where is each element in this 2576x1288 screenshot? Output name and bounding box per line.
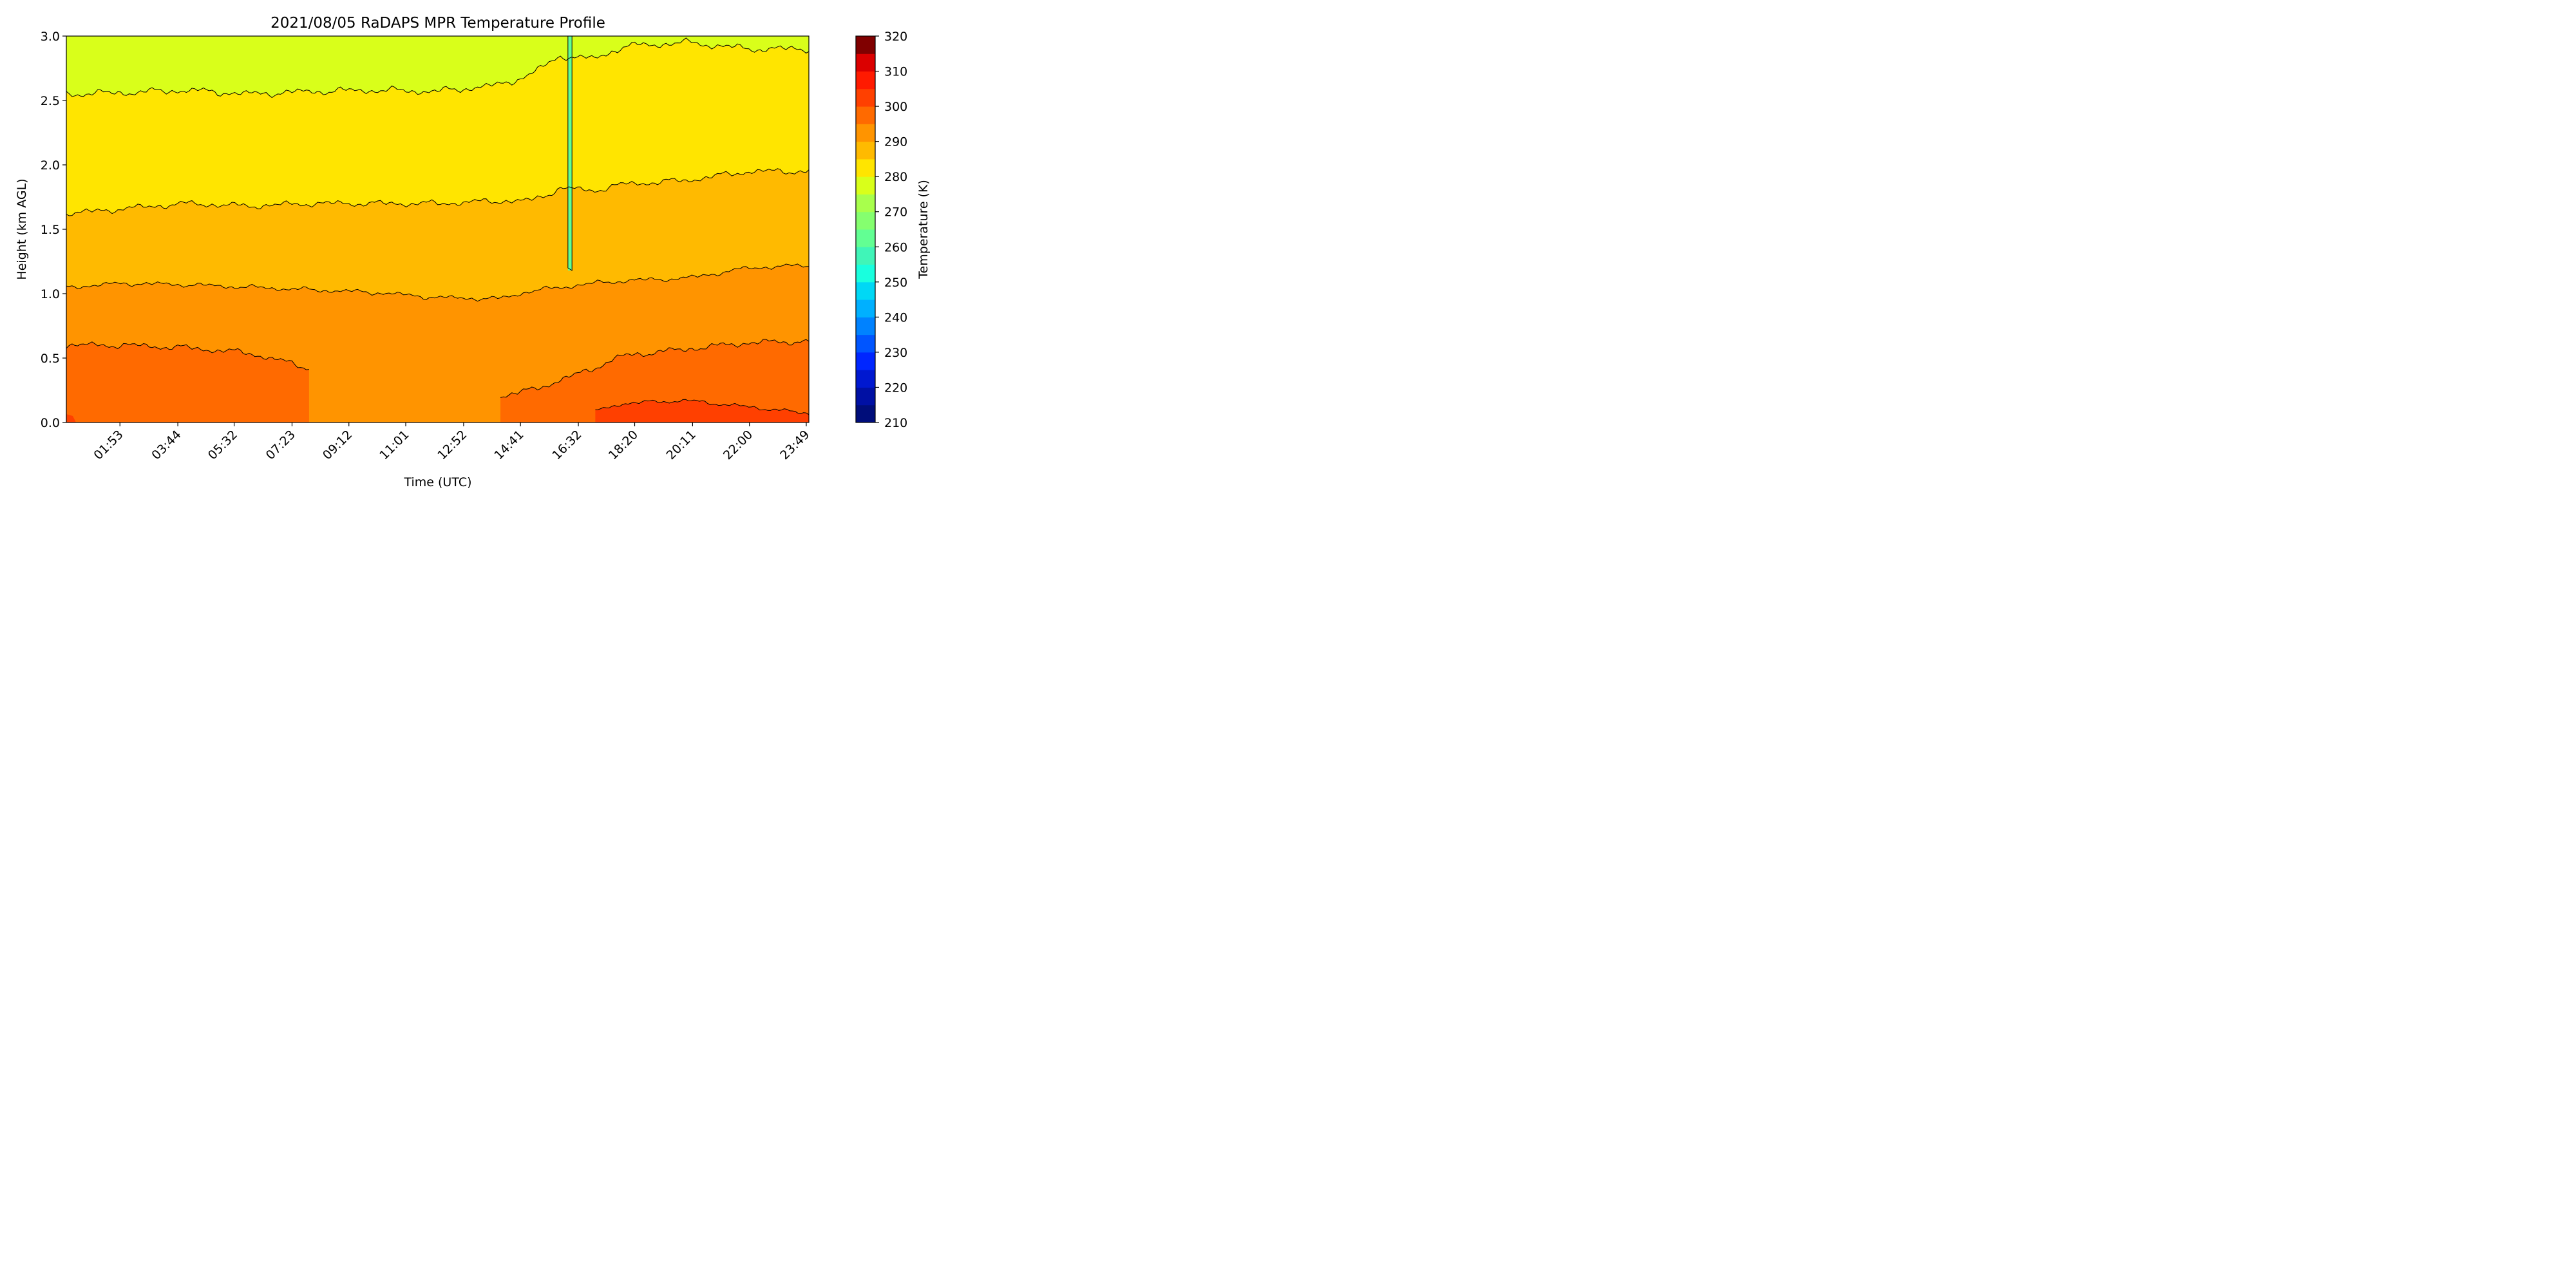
y-tick-label: 2.5 xyxy=(41,94,60,108)
colorbar-tick-label: 230 xyxy=(884,346,907,360)
colorbar-tick-label: 290 xyxy=(884,135,907,149)
colorbar-tick-label: 300 xyxy=(884,100,907,114)
colorbar-segment xyxy=(856,142,875,160)
colorbar-segment xyxy=(856,53,875,71)
chart-title: 2021/08/05 RaDAPS MPR Temperature Profil… xyxy=(270,15,605,32)
colorbar-segment xyxy=(856,387,875,405)
x-tick-label: 12:52 xyxy=(435,428,469,462)
x-tick-label: 01:53 xyxy=(91,428,126,462)
colorbar-segment xyxy=(856,335,875,353)
colorbar-segment xyxy=(856,176,875,194)
x-tick-label: 05:32 xyxy=(205,428,240,462)
colorbar-segment xyxy=(856,212,875,230)
colorbar-segment xyxy=(856,159,875,177)
cold-anomaly-column xyxy=(568,36,572,270)
colorbar-segment xyxy=(856,247,875,265)
colorbar-segment xyxy=(856,124,875,142)
x-tick-label: 03:44 xyxy=(149,428,184,462)
y-tick-label: 0.0 xyxy=(41,416,60,430)
x-tick-label: 18:20 xyxy=(606,428,641,462)
y-axis: 0.0 0.5 1.0 1.5 2.0 2.5 3.0 xyxy=(41,30,66,430)
colorbar-segment xyxy=(856,229,875,247)
colorbar-tick-label: 280 xyxy=(884,170,907,184)
y-tick-label: 1.5 xyxy=(41,223,60,237)
colorbar-segment xyxy=(856,405,875,423)
colorbar-tick-label: 220 xyxy=(884,381,907,395)
colorbar-tick-label: 270 xyxy=(884,205,907,220)
y-axis-title: Height (km AGL) xyxy=(15,178,29,279)
x-tick-label: 22:00 xyxy=(721,428,755,462)
plot-area xyxy=(66,36,809,422)
x-axis-title: Time (UTC) xyxy=(403,475,471,489)
colorbar-segment xyxy=(856,299,875,317)
y-tick-label: 1.0 xyxy=(41,287,60,301)
y-tick-label: 2.0 xyxy=(41,158,60,173)
colorbar-tick-label: 260 xyxy=(884,240,907,254)
colorbar-segment xyxy=(856,36,875,54)
colorbar-segment xyxy=(856,265,875,283)
temperature-contour-chart: 2021/08/05 RaDAPS MPR Temperature Profil… xyxy=(0,0,994,497)
colorbar-segment xyxy=(856,106,875,124)
x-tick-label: 11:01 xyxy=(377,428,412,462)
colorbar-tick-label: 320 xyxy=(884,30,907,44)
colorbar-title: Temperature (K) xyxy=(916,180,931,279)
x-tick-label: 07:23 xyxy=(263,428,298,462)
colorbar-tick-label: 210 xyxy=(884,416,907,430)
x-tick-label: 14:41 xyxy=(491,428,526,462)
chart-figure: 2021/08/05 RaDAPS MPR Temperature Profil… xyxy=(0,0,994,497)
x-axis: 01:53 03:44 05:32 07:23 09:12 11:01 12:52 14:41… xyxy=(91,422,812,462)
x-tick-label: 23:49 xyxy=(777,428,812,462)
colorbar-segment xyxy=(856,370,875,388)
colorbar-tick-label: 240 xyxy=(884,310,907,325)
colorbar-segment xyxy=(856,282,875,300)
colorbar-segment xyxy=(856,317,875,335)
colorbar-segment xyxy=(856,71,875,90)
colorbar-segment xyxy=(856,352,875,370)
colorbar-segment xyxy=(856,194,875,212)
x-tick-label: 16:32 xyxy=(549,428,584,462)
x-tick-label: 20:11 xyxy=(664,428,699,462)
colorbar-tick-label: 310 xyxy=(884,65,907,79)
y-tick-label: 0.5 xyxy=(41,352,60,366)
y-tick-label: 3.0 xyxy=(41,30,60,44)
colorbar-segment xyxy=(856,89,875,107)
colorbar: 210 220 230 240 250 260 270 280 290 300 310 320 xyxy=(856,30,907,430)
x-tick-label: 09:12 xyxy=(320,428,355,462)
colorbar-tick-label: 250 xyxy=(884,276,907,290)
